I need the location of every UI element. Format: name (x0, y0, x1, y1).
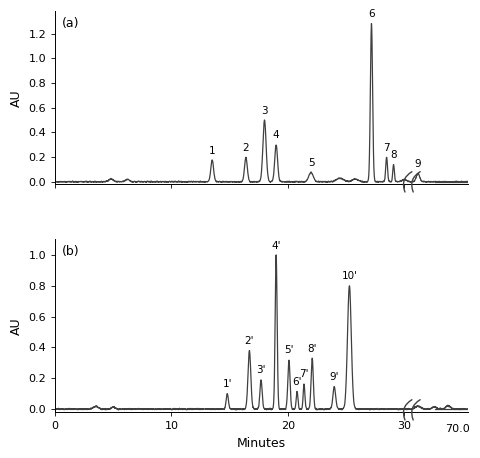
Text: 4: 4 (273, 131, 279, 141)
Text: 6': 6' (292, 377, 302, 387)
Text: 8': 8' (307, 344, 317, 354)
Y-axis label: AU: AU (10, 317, 23, 335)
Y-axis label: AU: AU (10, 89, 23, 107)
Text: 7': 7' (300, 369, 309, 379)
Text: 5': 5' (284, 345, 294, 355)
Text: 9': 9' (330, 372, 339, 382)
X-axis label: Minutes: Minutes (237, 437, 286, 450)
Text: 2': 2' (245, 336, 254, 346)
Text: 6: 6 (368, 10, 375, 20)
Text: (b): (b) (61, 245, 79, 258)
Text: 2: 2 (242, 143, 249, 153)
Text: 7: 7 (384, 143, 390, 153)
Text: 9: 9 (415, 159, 421, 169)
Text: 1: 1 (209, 146, 216, 156)
Text: 8: 8 (390, 150, 397, 160)
Text: 5: 5 (308, 158, 314, 168)
Text: 1': 1' (223, 379, 232, 389)
Text: 70.0: 70.0 (445, 424, 470, 434)
Text: 3: 3 (261, 106, 268, 116)
Text: (a): (a) (61, 16, 79, 30)
Text: 10': 10' (341, 272, 358, 281)
Text: 4': 4' (271, 240, 281, 251)
Text: 3': 3' (256, 365, 266, 376)
